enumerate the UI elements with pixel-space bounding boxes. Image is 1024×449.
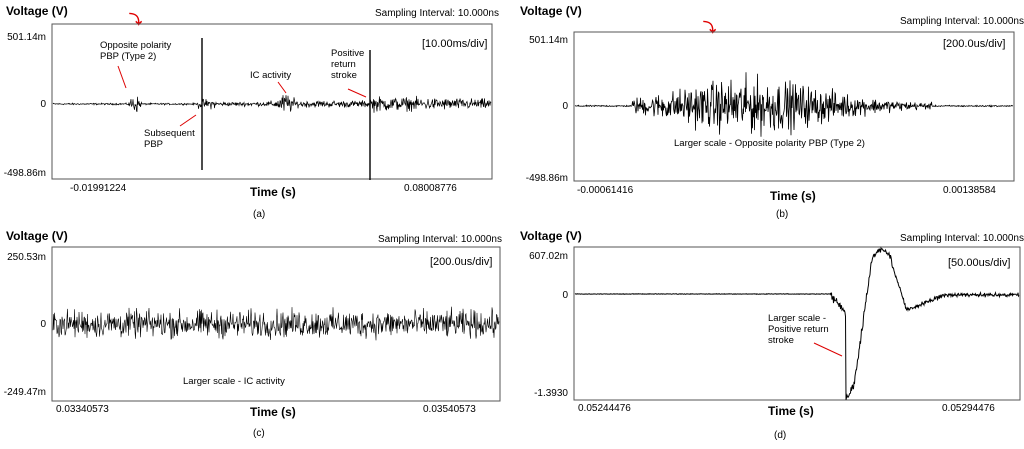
x-tick-right: 0.08008776	[404, 183, 457, 194]
trigger-marker-icon: ⤵	[129, 12, 143, 27]
time-div-label: [10.00ms/div]	[422, 38, 488, 50]
annotation-text: Subsequent PBP	[144, 128, 195, 150]
caption: (d)	[774, 430, 787, 441]
trigger-marker-icon: ⤵	[703, 20, 717, 35]
x-tick-left: -0.00061416	[577, 185, 634, 196]
y-tick-zero: 0	[40, 319, 46, 330]
y-tick-bottom: -249.47m	[3, 387, 46, 398]
y-tick-top: 250.53m	[7, 252, 46, 263]
y-tick-top: 501.14m	[529, 35, 568, 46]
caption: (b)	[776, 209, 789, 220]
caption: (c)	[253, 428, 265, 439]
time-div-label: [50.00us/div]	[948, 257, 1011, 269]
plot-frame	[51, 246, 501, 402]
annotation-text: Larger scale - Opposite polarity PBP (Ty…	[674, 138, 865, 149]
sampling-interval: Sampling Interval: 10.000ns	[900, 233, 1024, 244]
series-line	[52, 95, 492, 113]
xlabel: Time (s)	[250, 185, 296, 199]
series-line	[574, 72, 1014, 137]
y-tick-top: 501.14m	[7, 32, 46, 43]
y-tick-zero: 0	[562, 101, 568, 112]
ylabel: Voltage (V)	[6, 229, 68, 243]
sampling-interval: Sampling Interval: 10.000ns	[378, 234, 502, 245]
x-tick-left: -0.01991224	[70, 183, 127, 194]
x-tick-left: 0.05244476	[578, 403, 631, 414]
x-tick-right: 0.05294476	[942, 403, 995, 414]
plot-area	[573, 246, 1021, 401]
plot-area	[51, 23, 493, 180]
y-tick-bottom: -498.86m	[525, 173, 568, 184]
xlabel: Time (s)	[250, 405, 296, 419]
x-tick-left: 0.03340573	[56, 404, 109, 415]
annotation-text: Positive return stroke	[331, 48, 365, 81]
sampling-interval: Sampling Interval: 10.000ns	[375, 8, 499, 19]
plot-frame	[573, 246, 1021, 401]
panel-b: Voltage (V) Sampling Interval: 10.000ns …	[512, 0, 1024, 225]
caption: (a)	[253, 209, 266, 220]
ylabel: Voltage (V)	[6, 4, 68, 18]
sampling-interval: Sampling Interval: 10.000ns	[900, 16, 1024, 27]
ylabel: Voltage (V)	[520, 229, 582, 243]
series-line	[574, 246, 1020, 400]
xlabel: Time (s)	[768, 404, 814, 418]
annotation-pointer	[347, 88, 367, 98]
plot-frame	[573, 31, 1015, 182]
time-div-label: [200.0us/div]	[943, 38, 1006, 50]
panel-a: Voltage (V) Sampling Interval: 10.000ns …	[0, 0, 512, 225]
annotation-pointer	[179, 114, 197, 127]
plot-area	[51, 246, 501, 402]
series-line	[52, 306, 500, 341]
y-tick-zero: 0	[40, 99, 46, 110]
y-tick-zero: 0	[562, 290, 568, 301]
ylabel: Voltage (V)	[520, 4, 582, 18]
panel-d: Voltage (V) Sampling Interval: 10.000ns …	[512, 225, 1024, 449]
annotation-pointer	[813, 342, 843, 357]
x-tick-right: 0.03540573	[423, 404, 476, 415]
annotation-text: IC activity	[250, 70, 292, 81]
y-tick-bottom: -498.86m	[3, 168, 46, 179]
annotation-pointer	[277, 81, 287, 94]
annotation-text: Larger scale - Positive return stroke	[768, 313, 829, 346]
x-tick-right: 0.00138584	[943, 185, 996, 196]
annotation-pointer	[117, 65, 127, 89]
plot-frame	[51, 23, 493, 180]
panel-c: Voltage (V) Sampling Interval: 10.000ns …	[0, 225, 512, 449]
y-tick-top: 607.02m	[529, 251, 568, 262]
annotation-text: Larger scale - IC activity	[183, 376, 285, 387]
plot-area	[573, 31, 1015, 182]
xlabel: Time (s)	[770, 189, 816, 203]
annotation-text: Opposite polarity PBP (Type 2)	[100, 40, 172, 62]
time-div-label: [200.0us/div]	[430, 256, 493, 268]
y-tick-bottom: -1.3930	[534, 388, 568, 399]
